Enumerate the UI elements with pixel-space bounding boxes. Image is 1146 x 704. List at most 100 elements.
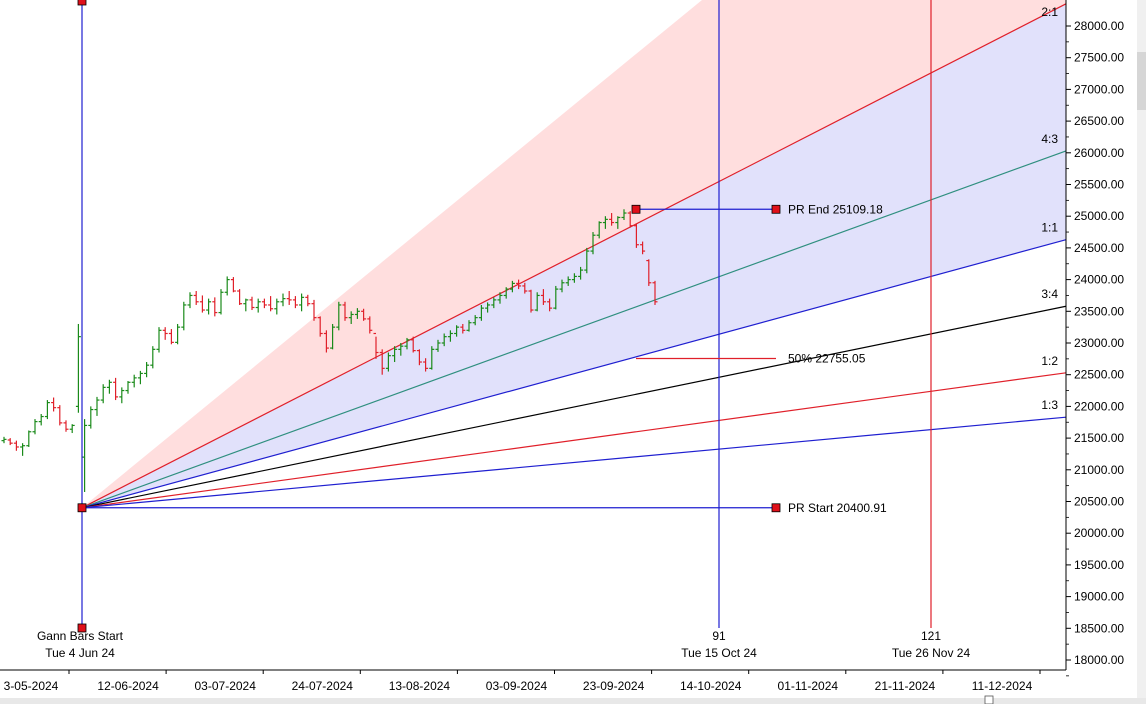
x-tick-label: 21-11-2024 [875,679,936,693]
price-bar [137,370,143,385]
price-bar [534,292,540,312]
price-bar [435,339,441,352]
pr-start-handle [771,503,781,513]
gann-start-bottom-handle [77,623,87,633]
price-bar [63,420,69,432]
price-bar [106,379,112,394]
price-bar [261,298,267,309]
price-bar [503,287,509,299]
price-bar [292,296,298,309]
price-bar [584,247,590,274]
price-bar [20,443,26,456]
price-bar [193,291,199,305]
price-bar [429,346,435,370]
price-bar [466,320,472,332]
price-bar [373,332,379,359]
price-bar [633,223,639,248]
price-bar [571,273,577,283]
price-bar [460,323,466,334]
price-bar [113,377,119,401]
y-tick-label: 24500.00 [1074,241,1124,255]
price-bar [69,424,75,434]
x-tick-label: 3-05-2024 [4,679,59,693]
price-bar [237,289,243,305]
x-tick-label: 01-11-2024 [778,679,839,693]
right-scroll-thumb [1137,52,1146,110]
price-bar [540,289,546,305]
pr-end-label: PR End 25109.18 [788,202,883,216]
price-bar [553,285,559,310]
price-bar [509,280,515,293]
x-tick-label: 11-12-2024 [972,679,1033,693]
marker-bars-91: 91 [712,629,726,643]
price-bar [646,259,652,286]
y-tick-label: 27500.00 [1074,51,1124,65]
price-bar [131,374,137,388]
y-tick-label: 19500.00 [1074,558,1124,572]
price-bar [609,213,615,226]
price-bar [156,327,162,353]
fan-label-4-3: 4:3 [1041,132,1058,146]
price-bar [559,279,565,293]
gann-start-top-handle [77,0,87,6]
price-bar [497,292,503,304]
price-bar [7,438,13,446]
pr-end-handle [771,204,781,214]
y-tick-label: 20500.00 [1074,495,1124,509]
fan-line-3-4 [81,305,1067,509]
marker-date-121: Tue 26 Nov 24 [892,646,971,660]
y-tick-label: 23500.00 [1074,304,1124,318]
x-tick-label: 12-06-2024 [97,679,159,693]
price-bar [299,293,305,312]
x-tick-label: 13-08-2024 [389,679,451,693]
fan-line-1-1 [81,239,1067,509]
price-bar [125,381,131,394]
x-tick-label: 24-07-2024 [292,679,354,693]
price-bar [621,209,627,221]
price-bar [218,289,224,315]
price-bar [13,440,19,451]
price-bar [336,301,342,331]
y-tick-label: 26000.00 [1074,146,1124,160]
x-tick-label: 14-10-2024 [680,679,742,693]
x-tick-label: 23-09-2024 [583,679,645,693]
price-bar [32,419,38,435]
price-bar [323,330,329,353]
price-bar [398,343,404,356]
shade-above-2-1 [82,0,1066,508]
pr-end-origin-handle [631,204,641,214]
price-bar [385,352,391,372]
gann-start-title: Gann Bars Start [37,629,124,643]
y-tick-label: 21000.00 [1074,463,1124,477]
pr-mid-label: 50% 22755.05 [788,352,866,366]
price-bar [615,216,621,229]
price-bar [627,211,633,228]
y-tick-label: 23000.00 [1074,336,1124,350]
price-bar [410,336,416,353]
price-bar [478,304,484,321]
price-bar [578,266,584,280]
fan-label-1-2: 1:2 [1041,354,1058,368]
price-bar [317,316,323,337]
price-bar [491,297,497,309]
price-bar [447,330,453,342]
price-bar [268,296,274,312]
fan-label-1-1: 1:1 [1041,221,1058,235]
price-bar [51,397,57,412]
price-bar [82,419,88,492]
price-bar [590,232,596,255]
price-bar [379,349,385,375]
fan-label-3-4: 3:4 [1041,287,1058,301]
x-tick-label: 03-07-2024 [195,679,257,693]
y-tick-label: 25500.00 [1074,178,1124,192]
price-bar [44,400,50,420]
fan-line-1-3 [81,416,1067,509]
price-bar [361,308,367,321]
price-bar [144,362,150,378]
price-bar [640,241,646,255]
price-bar [249,296,255,311]
price-bar [454,325,460,337]
price-bar [88,406,94,429]
price-bar [181,301,187,331]
